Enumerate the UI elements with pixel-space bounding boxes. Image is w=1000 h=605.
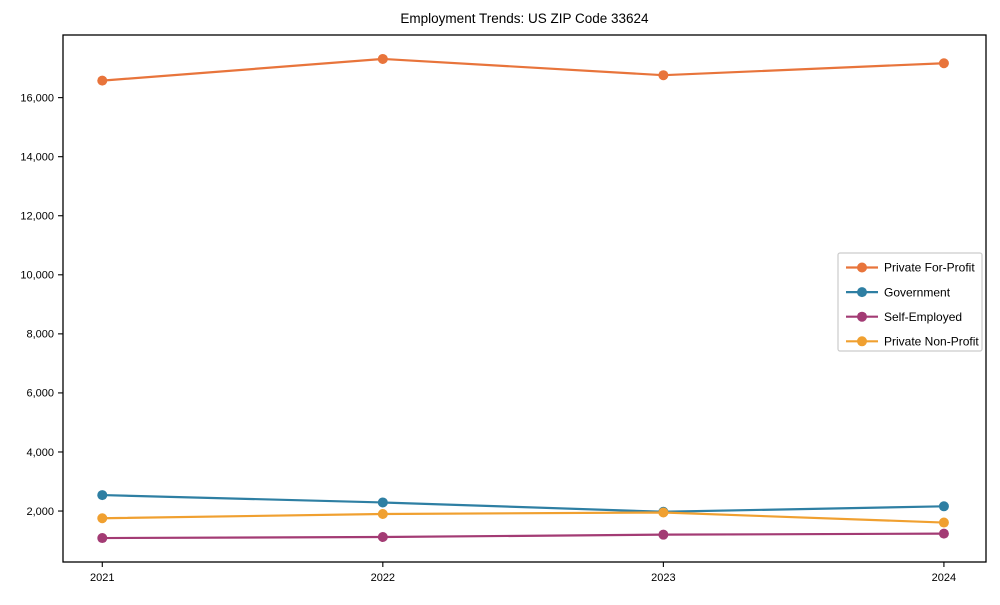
data-point <box>97 75 108 86</box>
legend-label: Private Non-Profit <box>884 335 979 349</box>
y-tick-label: 16,000 <box>20 92 54 104</box>
y-tick-label: 8,000 <box>26 329 54 341</box>
series-line <box>102 532 944 540</box>
series-self-employed <box>97 528 949 544</box>
legend-marker <box>857 287 867 298</box>
data-point <box>97 490 108 501</box>
y-tick-label: 10,000 <box>20 270 54 282</box>
data-point <box>658 70 669 81</box>
x-axis: 2021 2022 2023 2024 <box>90 562 956 584</box>
y-tick-label: 12,000 <box>20 211 54 223</box>
y-axis: 2,000 4,000 6,000 8,000 10,000 12,000 14,000 16… <box>20 92 63 518</box>
series-line <box>102 57 944 82</box>
legend-box <box>837 252 983 352</box>
data-point <box>938 517 949 528</box>
legend-label: Self-Employed <box>884 310 962 324</box>
data-point <box>377 497 388 508</box>
series-line <box>102 511 944 524</box>
series-private-for-profit <box>97 53 949 86</box>
data-point <box>658 507 669 518</box>
series-line <box>102 493 944 513</box>
legend-label: Private For-Profit <box>884 261 975 275</box>
data-point <box>97 533 108 544</box>
y-tick-label: 6,000 <box>26 388 54 400</box>
legend-marker <box>857 311 867 322</box>
y-tick-label: 4,000 <box>26 447 54 459</box>
data-point <box>658 529 669 540</box>
y-tick-label: 14,000 <box>20 151 54 163</box>
data-point <box>938 58 949 69</box>
data-point <box>377 53 388 64</box>
legend-marker <box>857 336 867 347</box>
x-tick-label: 2022 <box>371 572 395 584</box>
data-point <box>938 501 949 512</box>
data-point <box>97 513 108 524</box>
data-point <box>377 508 388 519</box>
legend-marker <box>857 262 867 273</box>
x-tick-label: 2024 <box>932 572 956 584</box>
y-tick-label: 2,000 <box>26 506 54 518</box>
series-private-non-profit <box>97 507 949 528</box>
legend: Private For-Profit Government Self-Employe… <box>837 252 983 352</box>
chart-title: Employment Trends: US ZIP Code 33624 <box>400 11 649 26</box>
data-point <box>938 528 949 539</box>
x-tick-label: 2023 <box>651 572 675 584</box>
x-tick-label: 2021 <box>90 572 114 584</box>
legend-label: Government <box>884 285 951 299</box>
plot-border <box>62 34 987 563</box>
data-point <box>377 532 388 543</box>
